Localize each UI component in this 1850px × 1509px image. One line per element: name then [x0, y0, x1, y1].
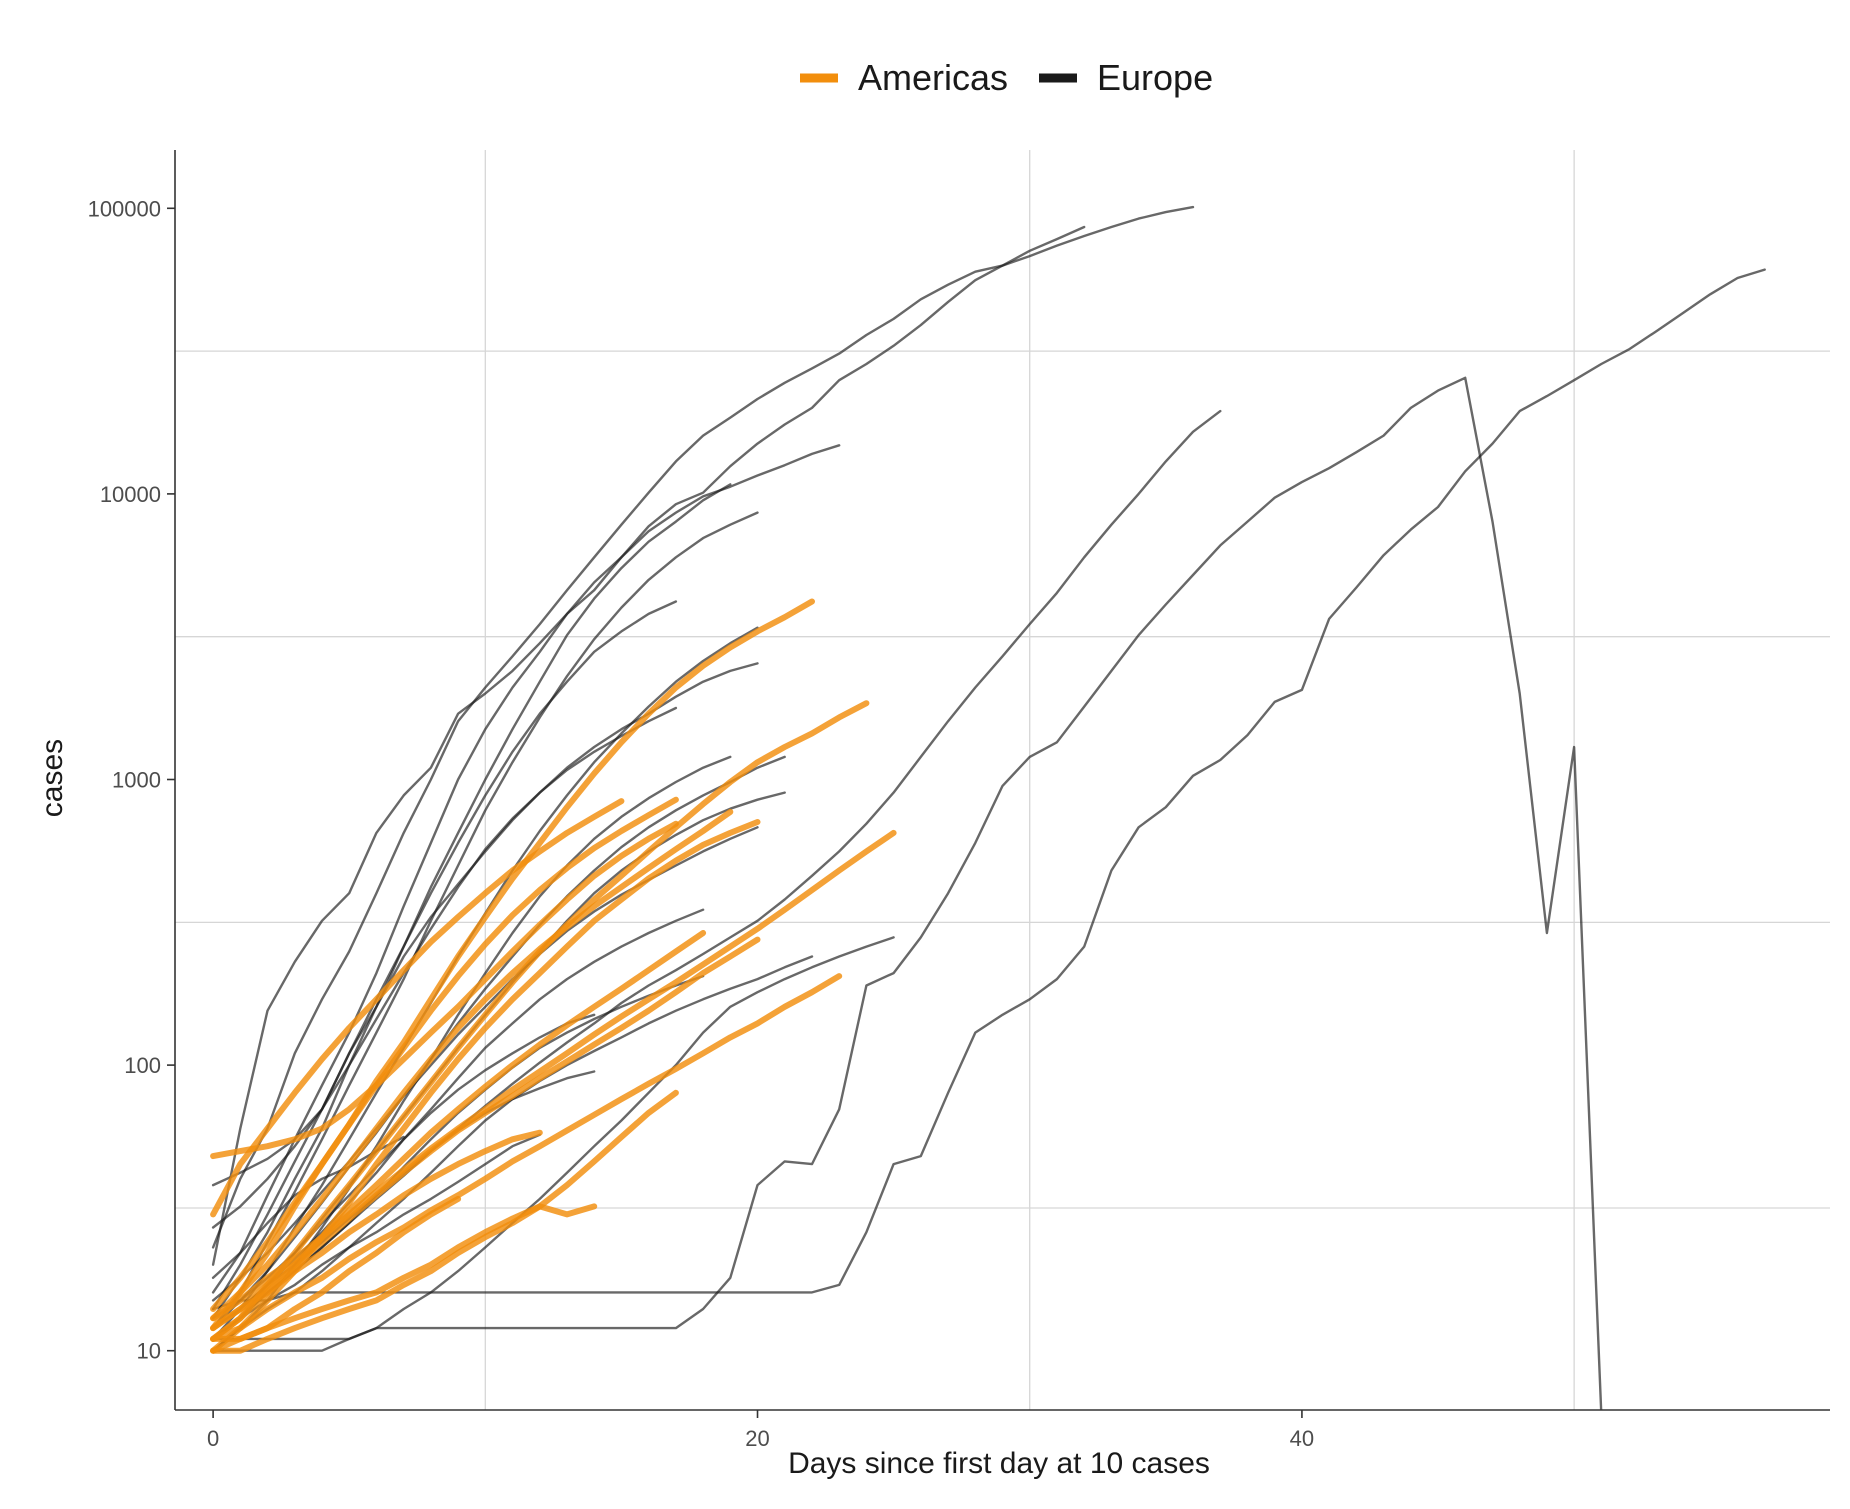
- europe-series-line-2: [211, 444, 841, 1294]
- americas-series-line-5: [210, 798, 625, 1218]
- y-tick-label: 100: [124, 1053, 161, 1078]
- americas-series-line-4: [210, 796, 679, 1312]
- x-tick-label: 0: [207, 1426, 219, 1451]
- americas-series-line-14: [210, 973, 843, 1342]
- y-tick-label: 10000: [100, 482, 161, 507]
- europe-series-line-1: [211, 205, 1195, 1249]
- y-tick-label: 100000: [88, 196, 161, 221]
- americas-series-line-3: [210, 808, 734, 1322]
- europe-series-line-8: [211, 706, 678, 1229]
- americas-series-line-12: [210, 1195, 462, 1354]
- y-tick-label: 10: [137, 1339, 161, 1364]
- americas-series-group: [210, 598, 897, 1354]
- americas-series-line-13: [210, 829, 897, 1322]
- tick-labels: 0 20 40 10 100 1000 10000 100000: [88, 196, 1315, 1451]
- americas-series-line-9: [210, 1089, 679, 1354]
- x-tick-label: 20: [745, 1426, 769, 1451]
- europe-series-group: [211, 205, 1766, 1410]
- europe-series-line-4: [211, 511, 759, 1330]
- x-tick-label: 40: [1290, 1426, 1314, 1451]
- europe-series-line-7: [211, 662, 759, 1187]
- europe-series-line-0: [211, 225, 1086, 1266]
- x-axis-title: Days since first day at 10 cases: [788, 1447, 1210, 1480]
- europe-series-line-10: [211, 755, 786, 1330]
- y-tick-label: 1000: [112, 768, 161, 793]
- legend-label-americas: Americas: [858, 57, 1008, 98]
- y-axis-title: cases: [36, 739, 69, 817]
- europe-series-line-12: [211, 826, 759, 1302]
- americas-series-line-11: [210, 1129, 543, 1332]
- europe-series-line-22: [211, 376, 1603, 1410]
- europe-series-line-21: [211, 268, 1766, 1311]
- europe-series-line-20: [211, 936, 895, 1352]
- americas-series-line-6: [210, 820, 679, 1160]
- legend-label-europe: Europe: [1097, 57, 1213, 98]
- europe-series-line-5: [211, 600, 678, 1311]
- europe-series-line-3: [211, 483, 732, 1320]
- legend: Americas Europe: [800, 57, 1213, 98]
